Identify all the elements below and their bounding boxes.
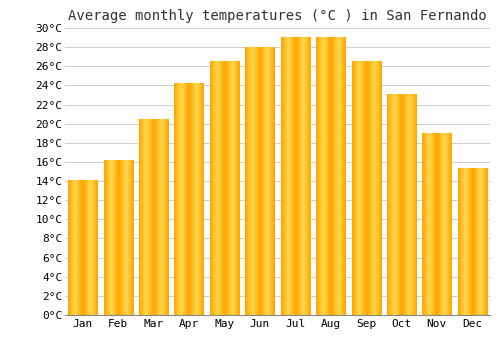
Bar (387, 95, 416, 315)
Bar (316, 37, 345, 315)
Bar (68, 180, 97, 315)
Bar (280, 37, 310, 315)
Bar (104, 161, 132, 315)
Bar (422, 133, 452, 315)
Title: Average monthly temperatures (°C ) in San Fernando: Average monthly temperatures (°C ) in Sa… (68, 9, 487, 23)
Bar (352, 62, 380, 315)
Bar (210, 62, 239, 315)
Bar (174, 84, 204, 315)
Bar (139, 120, 168, 315)
Bar (246, 47, 274, 315)
Bar (458, 169, 487, 315)
